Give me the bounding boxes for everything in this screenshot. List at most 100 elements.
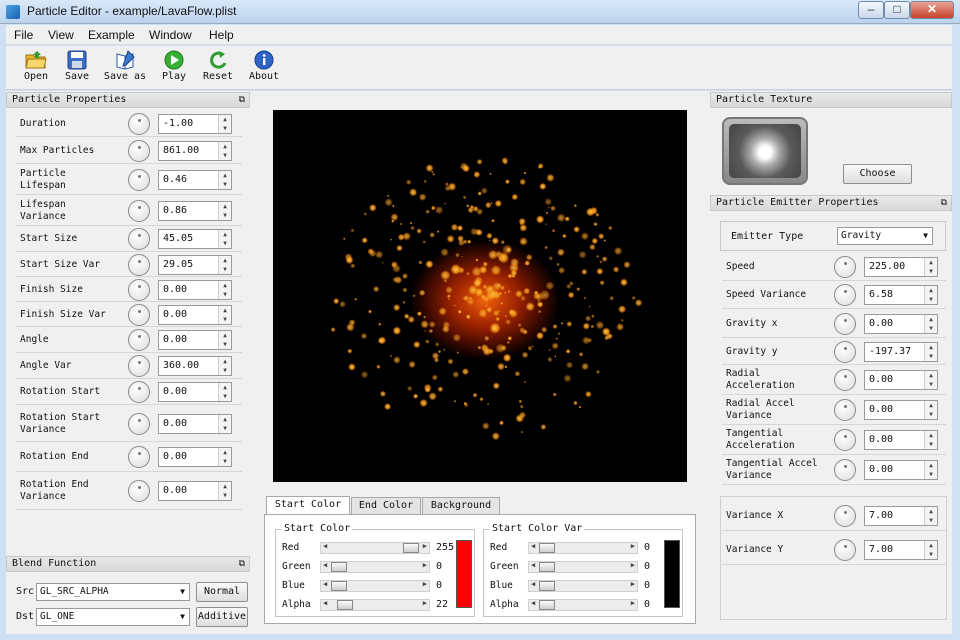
property-spinbox[interactable]: 861.00 ▲ ▼: [158, 140, 232, 161]
arrow-left-icon[interactable]: ◀: [531, 580, 536, 588]
spin-arrows-icon[interactable]: ▲ ▼: [218, 114, 231, 133]
color-slider[interactable]: ◀ ▶: [528, 580, 638, 592]
choose-texture-button[interactable]: Choose: [843, 164, 912, 184]
spin-arrows-icon[interactable]: ▲ ▼: [218, 280, 231, 299]
spin-arrows-icon[interactable]: ▲ ▼: [924, 541, 937, 559]
slider-thumb[interactable]: [539, 562, 555, 572]
property-spinbox[interactable]: 360.00 ▲ ▼: [158, 356, 232, 376]
undock-icon[interactable]: ⧉: [238, 559, 245, 569]
value-dial[interactable]: [834, 340, 856, 363]
spin-arrows-icon[interactable]: ▲ ▼: [218, 305, 231, 324]
property-spinbox[interactable]: 0.86 ▲ ▼: [158, 200, 232, 221]
particle-preview[interactable]: [273, 110, 687, 482]
reset-button[interactable]: Reset: [193, 48, 243, 88]
arrow-right-icon[interactable]: ▶: [630, 580, 635, 588]
property-spinbox[interactable]: -1.00 ▲ ▼: [158, 113, 232, 134]
arrow-left-icon[interactable]: ◀: [323, 599, 328, 607]
slider-thumb[interactable]: [539, 543, 555, 553]
spin-arrows-icon[interactable]: ▲ ▼: [924, 507, 937, 525]
value-dial[interactable]: [834, 505, 856, 527]
spin-arrows-icon[interactable]: ▲ ▼: [924, 314, 937, 333]
tab-start-color[interactable]: Start Color: [266, 496, 350, 515]
slider-thumb[interactable]: [539, 581, 555, 591]
spin-arrows-icon[interactable]: ▲ ▼: [218, 331, 231, 349]
spin-arrows-icon[interactable]: ▲ ▼: [924, 258, 937, 276]
emitter-spinbox[interactable]: 0.00 ▲ ▼: [864, 460, 938, 480]
spin-arrows-icon[interactable]: ▲ ▼: [218, 141, 231, 160]
menu-example[interactable]: Example: [88, 28, 135, 42]
value-dial[interactable]: [128, 381, 150, 403]
color-slider[interactable]: ◀ ▶: [528, 599, 638, 611]
property-spinbox[interactable]: 45.05 ▲ ▼: [158, 229, 232, 249]
arrow-left-icon[interactable]: ◀: [323, 542, 328, 550]
menu-file[interactable]: File: [14, 28, 34, 42]
menu-view[interactable]: View: [48, 28, 74, 42]
property-spinbox[interactable]: 0.00 ▲ ▼: [158, 330, 232, 350]
spin-arrows-icon[interactable]: ▲ ▼: [218, 170, 231, 189]
normal-button[interactable]: Normal: [196, 582, 248, 602]
emitter-spinbox[interactable]: 225.00 ▲ ▼: [864, 257, 938, 277]
value-dial[interactable]: [834, 539, 856, 561]
property-spinbox[interactable]: 0.00 ▲ ▼: [158, 304, 232, 325]
save-button[interactable]: Save: [52, 48, 102, 88]
value-dial[interactable]: [834, 459, 856, 481]
menu-help[interactable]: Help: [209, 28, 234, 42]
color-slider[interactable]: ◀ ▶: [320, 599, 430, 611]
property-spinbox[interactable]: 0.00 ▲ ▼: [158, 413, 232, 434]
spin-arrows-icon[interactable]: ▲ ▼: [218, 414, 231, 433]
spin-arrows-icon[interactable]: ▲ ▼: [218, 383, 231, 401]
arrow-left-icon[interactable]: ◀: [323, 580, 328, 588]
value-dial[interactable]: [128, 168, 150, 191]
arrow-right-icon[interactable]: ▶: [422, 580, 427, 588]
arrow-left-icon[interactable]: ◀: [531, 599, 536, 607]
property-spinbox[interactable]: 29.05 ▲ ▼: [158, 254, 232, 275]
value-dial[interactable]: [834, 256, 856, 278]
variance-spinbox[interactable]: 7.00 ▲ ▼: [864, 540, 938, 560]
color-slider[interactable]: ◀ ▶: [528, 542, 638, 554]
value-dial[interactable]: [128, 278, 150, 301]
arrow-right-icon[interactable]: ▶: [422, 561, 427, 569]
value-dial[interactable]: [834, 312, 856, 335]
arrow-right-icon[interactable]: ▶: [630, 542, 635, 550]
additive-button[interactable]: Additive: [196, 607, 248, 627]
color-slider[interactable]: ◀ ▶: [320, 580, 430, 592]
maximize-button[interactable]: □: [884, 1, 910, 19]
value-dial[interactable]: [128, 303, 150, 326]
arrow-right-icon[interactable]: ▶: [630, 599, 635, 607]
emitter-spinbox[interactable]: 0.00 ▲ ▼: [864, 313, 938, 334]
value-dial[interactable]: [834, 284, 856, 306]
spin-arrows-icon[interactable]: ▲ ▼: [218, 255, 231, 274]
spin-arrows-icon[interactable]: ▲ ▼: [924, 461, 937, 479]
close-button[interactable]: ✕: [910, 1, 954, 19]
slider-thumb[interactable]: [331, 581, 347, 591]
value-dial[interactable]: [128, 139, 150, 162]
emitter-type-select[interactable]: Gravity ▼: [837, 227, 933, 245]
spin-arrows-icon[interactable]: ▲ ▼: [924, 342, 937, 361]
emitter-spinbox[interactable]: 6.58 ▲ ▼: [864, 285, 938, 305]
value-dial[interactable]: [834, 369, 856, 391]
value-dial[interactable]: [128, 199, 150, 222]
color-slider[interactable]: ◀ ▶: [528, 561, 638, 573]
slider-thumb[interactable]: [331, 562, 347, 572]
emitter-spinbox[interactable]: 0.00 ▲ ▼: [864, 430, 938, 450]
spin-arrows-icon[interactable]: ▲ ▼: [924, 371, 937, 389]
arrow-right-icon[interactable]: ▶: [630, 561, 635, 569]
spin-arrows-icon[interactable]: ▲ ▼: [218, 201, 231, 220]
spin-arrows-icon[interactable]: ▲ ▼: [924, 286, 937, 304]
arrow-left-icon[interactable]: ◀: [323, 561, 328, 569]
undock-icon[interactable]: ⧉: [940, 198, 947, 208]
arrow-left-icon[interactable]: ◀: [531, 561, 536, 569]
minimize-button[interactable]: ‒: [858, 1, 884, 19]
save-as-button[interactable]: Save as: [100, 48, 150, 88]
property-spinbox[interactable]: 0.00 ▲ ▼: [158, 382, 232, 402]
slider-thumb[interactable]: [539, 600, 555, 610]
variance-spinbox[interactable]: 7.00 ▲ ▼: [864, 506, 938, 526]
dst-blend-select[interactable]: GL_ONE ▼: [36, 608, 190, 626]
tab-background[interactable]: Background: [422, 497, 500, 515]
src-blend-select[interactable]: GL_SRC_ALPHA ▼: [36, 583, 190, 601]
value-dial[interactable]: [834, 399, 856, 421]
color-slider[interactable]: ◀ ▶: [320, 542, 430, 554]
tab-end-color[interactable]: End Color: [351, 497, 421, 515]
spin-arrows-icon[interactable]: ▲ ▼: [218, 448, 231, 466]
value-dial[interactable]: [128, 329, 150, 351]
